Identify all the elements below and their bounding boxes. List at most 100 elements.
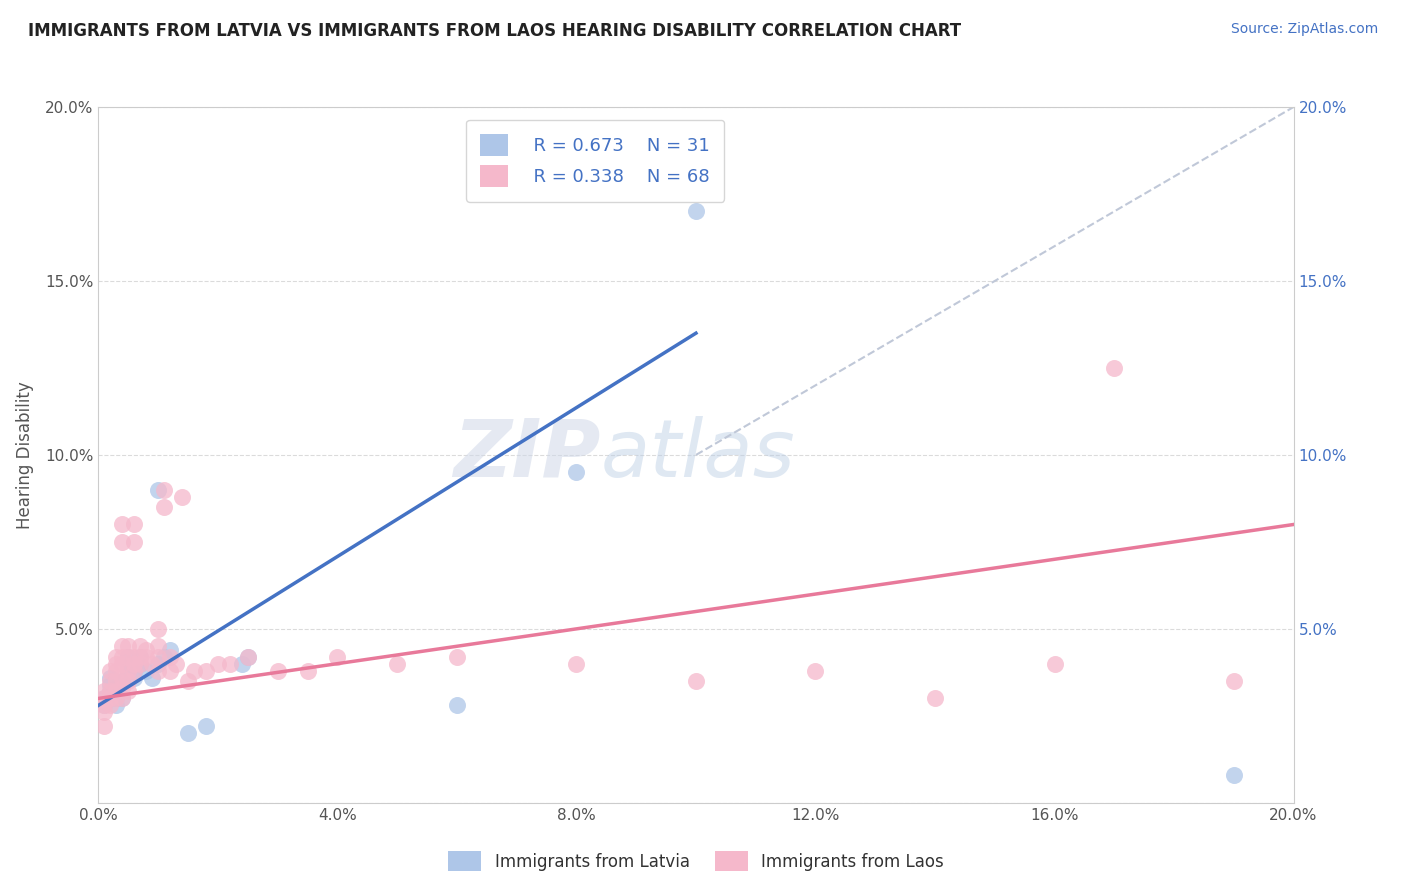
Point xyxy=(219,657,242,671)
Point xyxy=(124,534,146,549)
Point xyxy=(100,691,122,706)
Point xyxy=(135,642,157,657)
Point xyxy=(195,719,218,733)
Point xyxy=(153,649,176,664)
Point xyxy=(100,671,122,685)
Point xyxy=(100,664,122,678)
Point xyxy=(1104,360,1126,375)
Point xyxy=(93,698,115,713)
Point xyxy=(117,649,139,664)
Point xyxy=(385,657,409,671)
Point xyxy=(105,691,128,706)
Point xyxy=(105,684,128,698)
Point xyxy=(124,664,146,678)
Point xyxy=(100,684,122,698)
Point xyxy=(124,671,146,685)
Point xyxy=(231,657,253,671)
Point xyxy=(129,649,152,664)
Point xyxy=(105,674,128,689)
Point xyxy=(117,684,139,698)
Point xyxy=(105,657,128,671)
Point xyxy=(117,649,139,664)
Point xyxy=(1043,657,1066,671)
Point xyxy=(111,649,134,664)
Point xyxy=(100,684,122,698)
Point xyxy=(100,698,122,713)
Point xyxy=(117,664,139,678)
Point xyxy=(297,664,319,678)
Point xyxy=(100,674,122,689)
Text: atlas: atlas xyxy=(600,416,796,494)
Point xyxy=(183,664,205,678)
Point xyxy=(105,681,128,695)
Text: IMMIGRANTS FROM LATVIA VS IMMIGRANTS FROM LAOS HEARING DISABILITY CORRELATION CH: IMMIGRANTS FROM LATVIA VS IMMIGRANTS FRO… xyxy=(28,22,962,40)
Point xyxy=(159,649,181,664)
Point xyxy=(111,681,134,695)
Point xyxy=(177,674,200,689)
Point xyxy=(159,642,181,657)
Point xyxy=(153,483,176,497)
Point xyxy=(177,726,200,740)
Point xyxy=(1223,674,1246,689)
Point xyxy=(124,649,146,664)
Point xyxy=(124,517,146,532)
Point xyxy=(117,639,139,653)
Point xyxy=(565,657,588,671)
Point xyxy=(207,657,229,671)
Point xyxy=(124,664,146,678)
Point xyxy=(165,657,187,671)
Point xyxy=(148,657,170,671)
Point xyxy=(172,490,194,504)
Y-axis label: Hearing Disability: Hearing Disability xyxy=(15,381,34,529)
Point xyxy=(267,664,290,678)
Legend: Immigrants from Latvia, Immigrants from Laos: Immigrants from Latvia, Immigrants from … xyxy=(441,845,950,878)
Point xyxy=(685,204,707,219)
Point xyxy=(141,657,163,671)
Point xyxy=(129,649,152,664)
Point xyxy=(111,517,134,532)
Point xyxy=(100,677,122,691)
Point xyxy=(117,657,139,671)
Point xyxy=(93,719,115,733)
Point xyxy=(105,664,128,678)
Point xyxy=(111,534,134,549)
Point xyxy=(111,691,134,706)
Point xyxy=(446,698,468,713)
Point xyxy=(236,649,259,664)
Point xyxy=(111,639,134,653)
Point xyxy=(105,698,128,713)
Point xyxy=(135,649,157,664)
Point xyxy=(326,649,349,664)
Point xyxy=(153,500,176,514)
Point xyxy=(804,664,827,678)
Point xyxy=(117,674,139,689)
Point xyxy=(124,657,146,671)
Point xyxy=(148,639,170,653)
Point xyxy=(135,664,157,678)
Point xyxy=(93,698,115,713)
Point xyxy=(685,674,707,689)
Point xyxy=(105,691,128,706)
Point xyxy=(148,622,170,636)
Point xyxy=(129,657,152,671)
Point xyxy=(195,664,218,678)
Point xyxy=(105,649,128,664)
Point xyxy=(111,691,134,706)
Point xyxy=(93,684,115,698)
Point xyxy=(236,649,259,664)
Point xyxy=(117,664,139,678)
Text: ZIP: ZIP xyxy=(453,416,600,494)
Point xyxy=(924,691,946,706)
Point xyxy=(148,483,170,497)
Point xyxy=(111,671,134,685)
Point xyxy=(565,466,588,480)
Point xyxy=(1223,768,1246,782)
Point xyxy=(148,664,170,678)
Point xyxy=(93,691,115,706)
Point xyxy=(111,674,134,689)
Point xyxy=(446,649,468,664)
Point xyxy=(129,639,152,653)
Point xyxy=(148,649,170,664)
Point xyxy=(93,691,115,706)
Text: Source: ZipAtlas.com: Source: ZipAtlas.com xyxy=(1230,22,1378,37)
